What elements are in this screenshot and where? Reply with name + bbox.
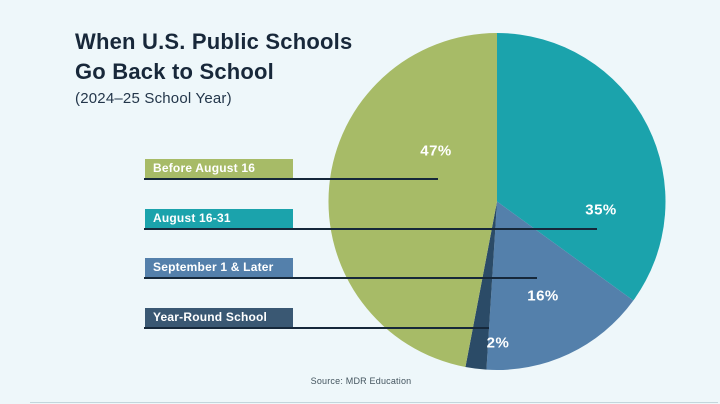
chart-subtitle: (2024–25 School Year): [75, 90, 232, 107]
leader-line-year-round-school: [144, 327, 489, 329]
chart-title-line-1: When U.S. Public Schools: [75, 29, 353, 54]
source-attribution: Source: MDR Education: [310, 376, 412, 386]
legend-row-year-round-school: Year-Round School: [0, 308, 720, 330]
bottom-edge-line: [30, 402, 718, 403]
pie-slice-before-august-16: [328, 33, 497, 368]
leader-line-august-16-31: [144, 228, 597, 230]
pie-slice-september-1-later: [486, 201, 634, 371]
legend-row-september-1-later: September 1 & Later: [0, 258, 720, 280]
chart-title-line-2: Go Back to School: [75, 59, 274, 84]
legend-chip-year-round-school: Year-Round School: [145, 308, 293, 327]
legend-chip-september-1-later: September 1 & Later: [145, 258, 293, 277]
leader-line-september-1-later: [144, 277, 537, 279]
pie-slice-august-16-31: [497, 33, 666, 301]
leader-line-before-august-16: [144, 178, 438, 180]
chart-header: When U.S. Public Schools Go Back to Scho…: [75, 27, 352, 107]
legend-row-before-august-16: Before August 16: [0, 159, 720, 181]
legend-chip-august-16-31: August 16-31: [145, 209, 293, 228]
legend-row-august-16-31: August 16-31: [0, 209, 720, 231]
legend-chip-before-august-16: Before August 16: [145, 159, 293, 178]
